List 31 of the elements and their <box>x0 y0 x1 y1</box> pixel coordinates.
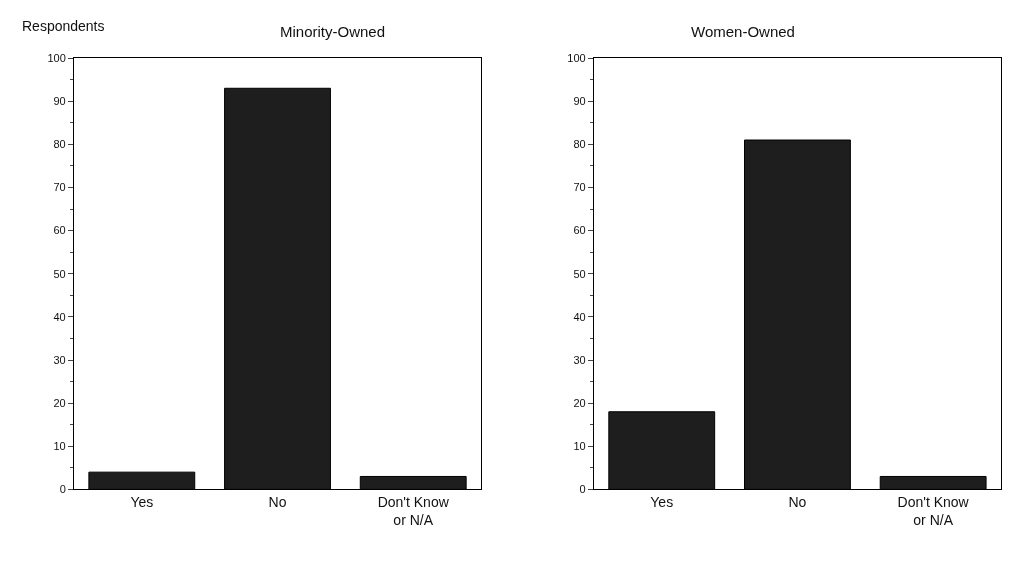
y-tick-label: 10 <box>573 440 586 453</box>
y-tick-label: 70 <box>573 181 586 194</box>
y-tick-label: 90 <box>53 95 66 108</box>
y-tick-label: 0 <box>59 483 66 496</box>
y-tick-label: 100 <box>47 51 66 64</box>
y-tick-label: 20 <box>53 396 66 409</box>
y-tick-label: 40 <box>573 310 586 323</box>
x-tick-label: No <box>788 494 807 511</box>
y-tick-label: 90 <box>573 95 586 108</box>
y-tick-label: 50 <box>573 267 586 280</box>
y-tick-label: 10 <box>53 440 66 453</box>
y-tick-label: 70 <box>53 181 66 194</box>
text: Respondents <box>22 18 105 34</box>
y-tick-label: 80 <box>53 138 66 151</box>
y-tick-label: 100 <box>567 51 586 64</box>
y-tick-label: 80 <box>573 138 586 151</box>
x-tick-label: Yes <box>650 494 674 511</box>
x-tick-label: No <box>268 494 287 511</box>
y-tick-label: 20 <box>573 396 586 409</box>
x-tick-label: Yes <box>130 494 154 511</box>
chart-title: Women-Owned <box>691 23 795 40</box>
y-tick-label: 40 <box>53 310 66 323</box>
y-tick-label: 60 <box>53 224 66 237</box>
y-tick-label: 30 <box>573 353 586 366</box>
x-tick-label: Don't Know or N/A <box>377 494 450 529</box>
y-tick-label: 50 <box>53 267 66 280</box>
chart-title: Minority-Owned <box>280 23 386 40</box>
y-tick-label: 60 <box>573 224 586 237</box>
y-tick-label: 30 <box>53 353 66 366</box>
x-tick-label: Don't Know or N/A <box>897 494 970 529</box>
y-tick-label: 0 <box>579 483 586 496</box>
